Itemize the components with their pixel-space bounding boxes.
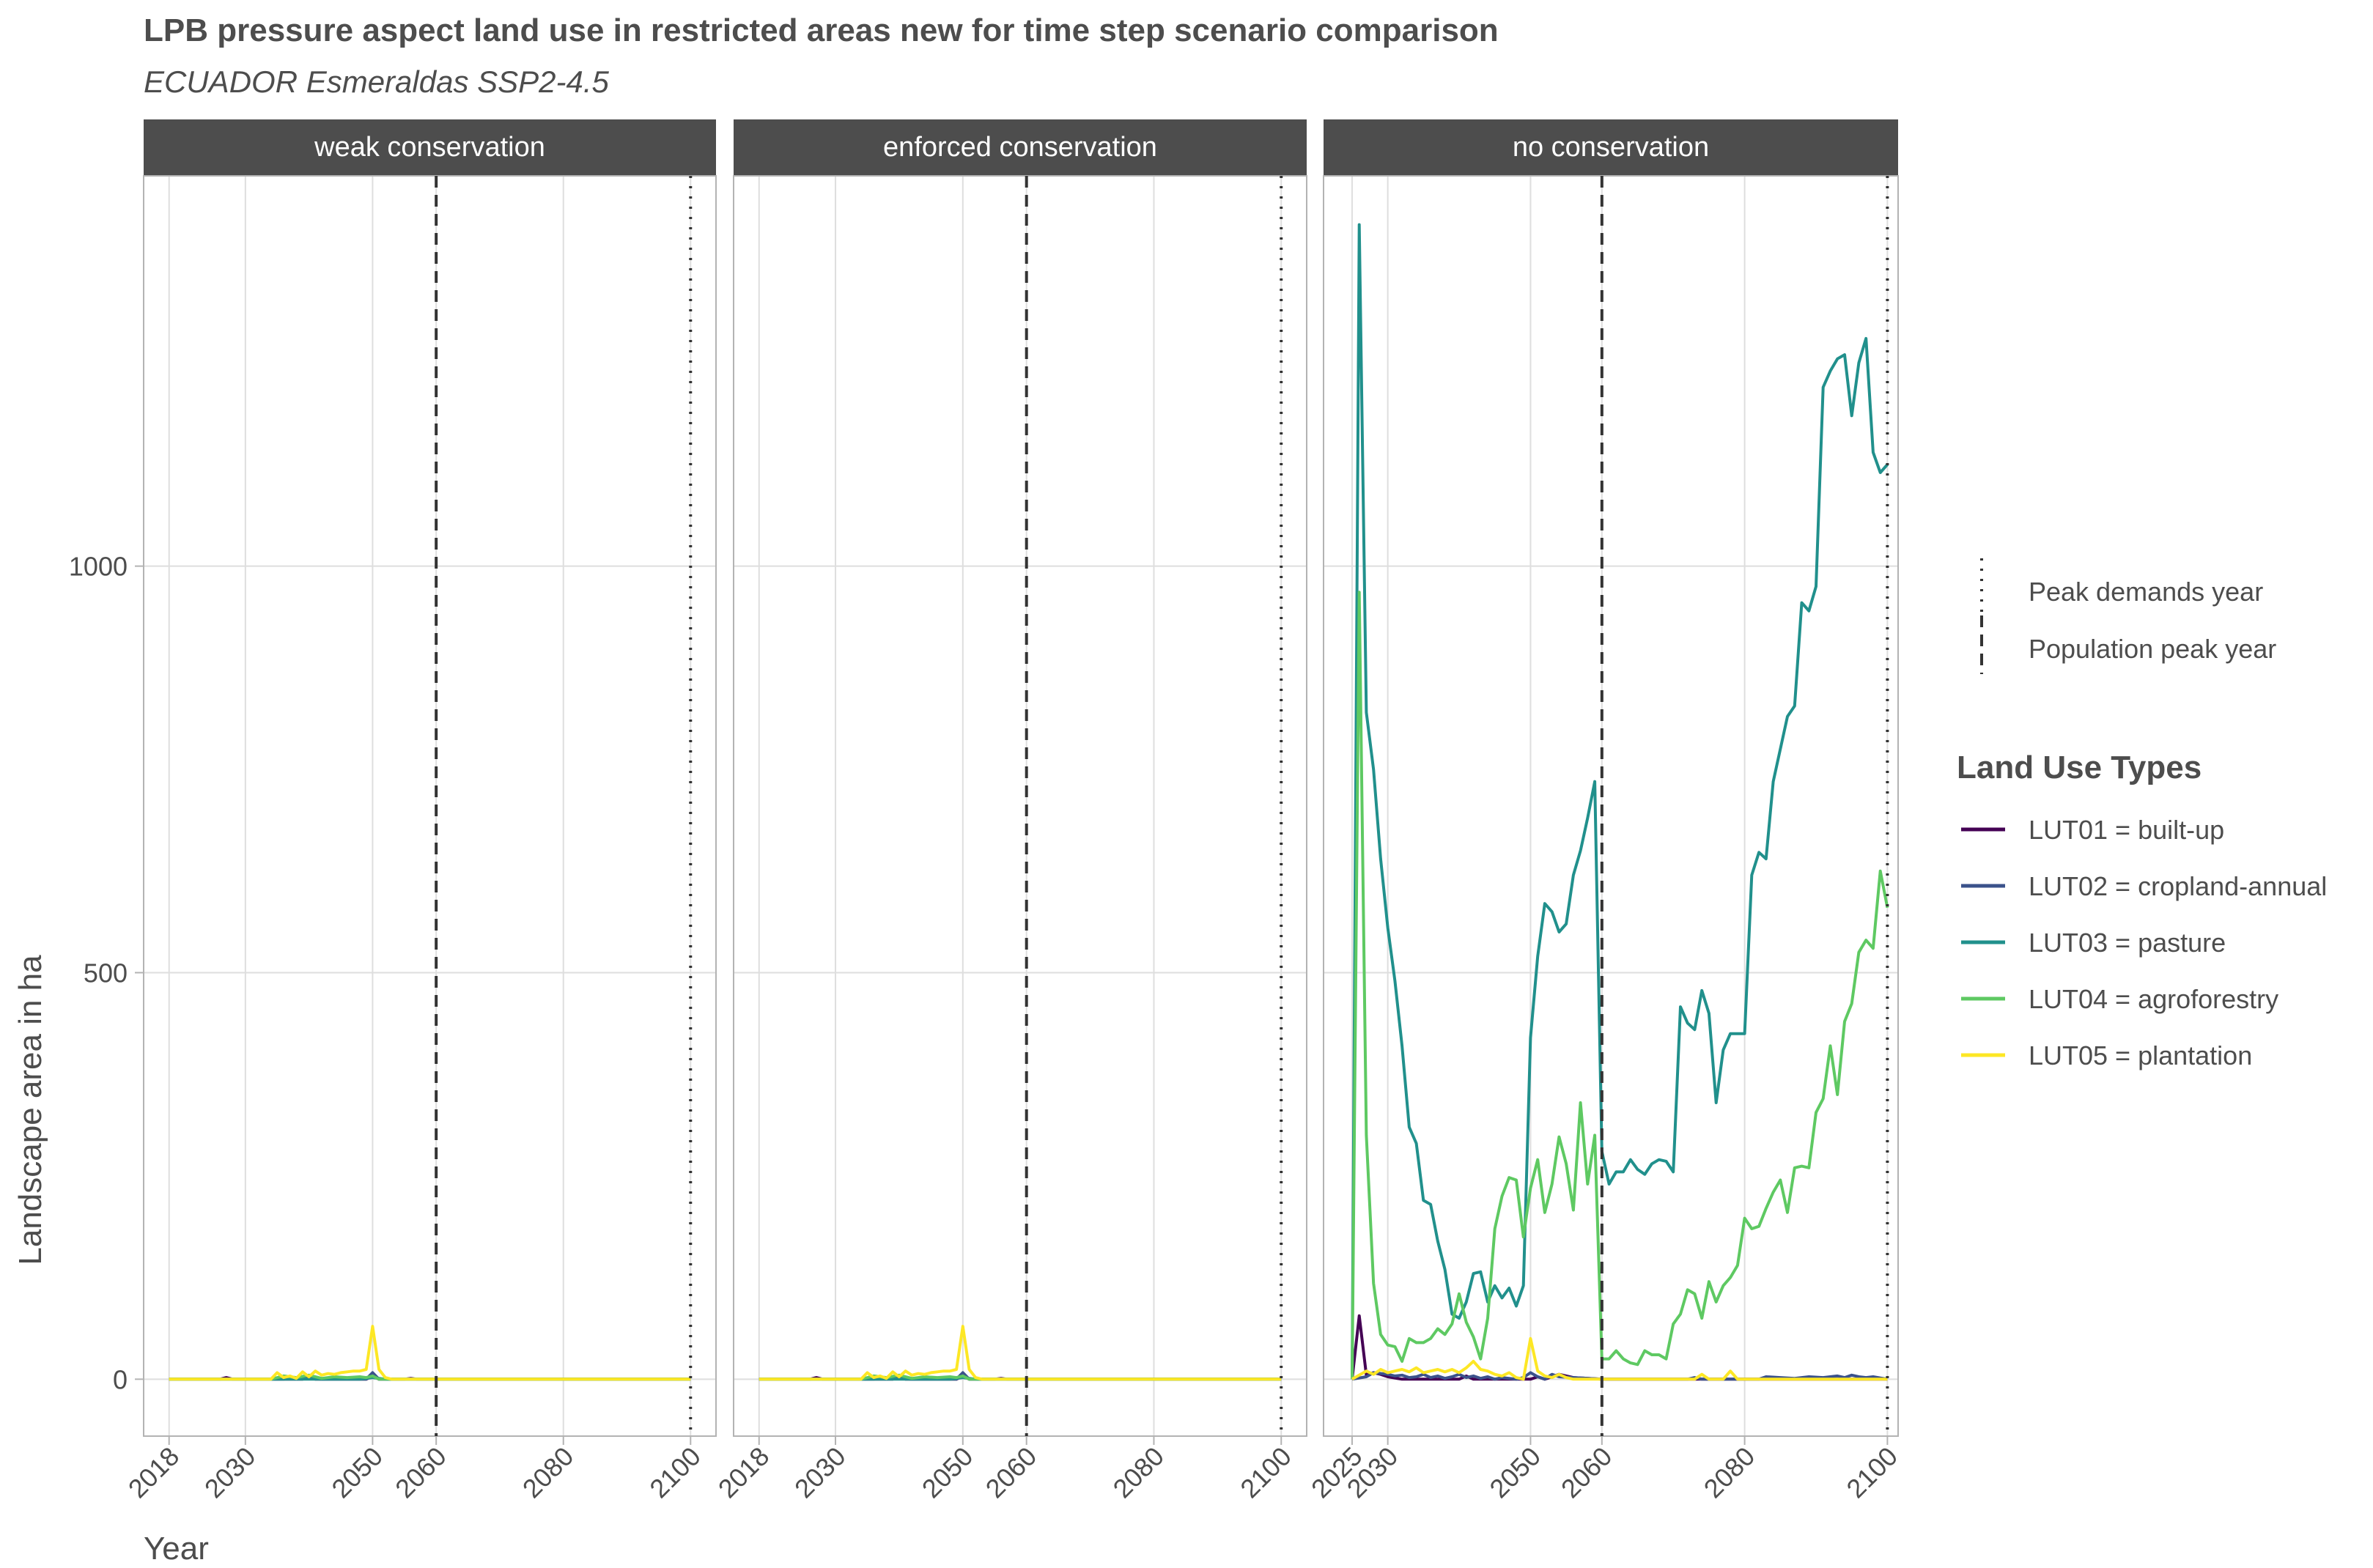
- panel-strip: [1324, 119, 1898, 176]
- x-tick-label: 2100: [643, 1441, 706, 1504]
- legend-label-LUT02: LUT02 = cropland-annual: [2029, 871, 2327, 901]
- legend-label-peak-demands: Peak demands year: [2029, 577, 2263, 607]
- x-tick-label: 2060: [389, 1441, 452, 1504]
- chart-title: LPB pressure aspect land use in restrict…: [144, 12, 1499, 48]
- x-tick-label: 2050: [325, 1441, 388, 1504]
- y-axis-title: Landscape area in ha: [12, 955, 48, 1265]
- y-tick-label: 0: [113, 1364, 128, 1394]
- x-tick-label: 2030: [789, 1441, 852, 1504]
- legend-label-population-peak: Population peak year: [2029, 634, 2276, 664]
- panel-1: enforced conservation 2018 2030 2050 2060 208…: [712, 119, 1307, 1504]
- panel-border: [143, 175, 717, 1437]
- legend-title: Land Use Types: [1957, 750, 2202, 785]
- y-tick-label: 1000: [69, 552, 128, 582]
- x-axis-title: Year: [144, 1531, 209, 1567]
- x-tick-label: 2018: [712, 1441, 775, 1504]
- panel-strip-label: no conservation: [1513, 132, 1709, 163]
- x-tick-label: 2030: [199, 1441, 262, 1504]
- legend: Peak demands year Population peak year Lan…: [1957, 558, 2327, 1070]
- series-line-LUT02: [1351, 1371, 1888, 1381]
- legend-label-LUT03: LUT03 = pasture: [2029, 928, 2226, 958]
- x-tick-label: 2100: [1840, 1441, 1903, 1504]
- x-tick-label: 2060: [980, 1441, 1043, 1504]
- y-tick-label: 500: [84, 958, 128, 988]
- x-tick-label: 2080: [1698, 1441, 1761, 1504]
- panel-border: [733, 175, 1307, 1437]
- x-tick-label: 2050: [1483, 1441, 1546, 1504]
- x-tick-label: 2080: [517, 1441, 580, 1504]
- panel-border: [1323, 175, 1899, 1437]
- series-line-LUT04: [1351, 591, 1889, 1380]
- legend-label-LUT05: LUT05 = plantation: [2029, 1040, 2252, 1070]
- panel-0: weak conservation 2018 2030 2050 2060 2080 210…: [122, 119, 717, 1504]
- y-axis: 0 500 1000: [69, 552, 144, 1394]
- panel-strip: [734, 119, 1307, 176]
- chart-subtitle: ECUADOR Esmeraldas SSP2-4.5: [144, 64, 610, 99]
- series-line-LUT03: [1351, 223, 1889, 1380]
- x-tick-label: 2060: [1555, 1441, 1618, 1504]
- legend-label-LUT04: LUT04 = agroforestry: [2029, 984, 2278, 1014]
- x-tick-label: 2080: [1107, 1441, 1170, 1504]
- series-line-LUT05: [759, 1325, 1282, 1381]
- x-tick-label: 2100: [1234, 1441, 1297, 1504]
- x-tick-label: 2050: [916, 1441, 979, 1504]
- legend-label-LUT01: LUT01 = built-up: [2029, 815, 2224, 845]
- panel-strip-label: enforced conservation: [883, 132, 1157, 163]
- series-line-LUT05: [1351, 1336, 1888, 1381]
- panel-strip: [144, 119, 716, 176]
- series-line-LUT05: [169, 1325, 691, 1381]
- x-tick-label: 2018: [122, 1441, 185, 1504]
- panel-strip-label: weak conservation: [314, 132, 545, 163]
